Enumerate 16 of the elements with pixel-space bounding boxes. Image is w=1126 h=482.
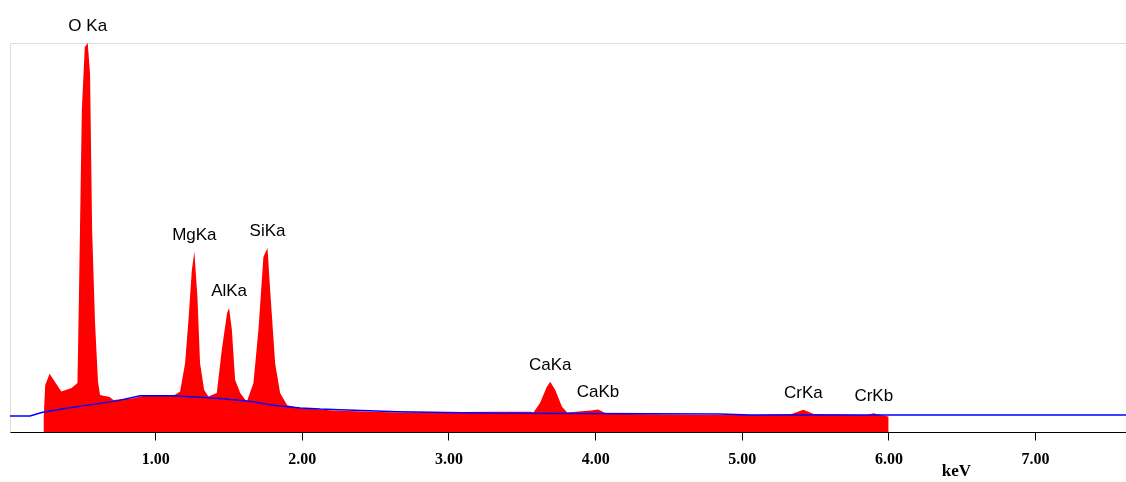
x-tick-label: 6.00 xyxy=(874,449,903,467)
x-tick-label: 7.00 xyxy=(1021,449,1050,467)
annotation: CrKa xyxy=(784,382,824,402)
x-tick-label: 3.00 xyxy=(434,449,463,467)
x-tick-label: 1.00 xyxy=(141,449,170,467)
annotation: CrKb xyxy=(854,386,894,406)
annotation: MgKa xyxy=(172,224,218,244)
x-tick-label: 2.00 xyxy=(288,449,317,467)
annotation: SiKa xyxy=(249,221,287,240)
annotation: AlKa xyxy=(211,280,248,300)
annotation: CaKa xyxy=(528,354,573,374)
x-axis-title: keV xyxy=(941,460,972,480)
x-tick-label: 4.00 xyxy=(581,449,610,467)
x-tick-label: 5.00 xyxy=(728,449,757,467)
annotation: O Ka xyxy=(68,16,108,35)
annotation: CaKb xyxy=(576,382,620,402)
